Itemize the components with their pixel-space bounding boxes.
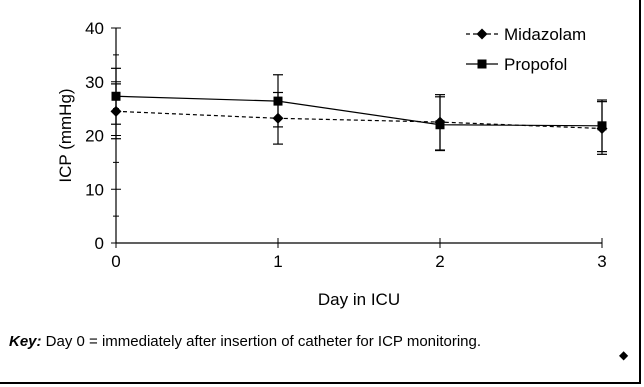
x-tick-label: 0 [111, 252, 120, 271]
legend-label-midazolam: Midazolam [504, 25, 586, 44]
x-axis-label: Day in ICU [318, 290, 400, 309]
data-point-propofol [435, 120, 445, 130]
x-tick-label: 3 [597, 252, 606, 271]
y-tick-label: 40 [85, 19, 104, 38]
legend-label-propofol: Propofol [504, 55, 567, 74]
legend-marker-propofol [477, 59, 487, 69]
data-point-propofol [111, 91, 121, 101]
y-tick-label: 0 [95, 234, 104, 253]
x-tick-label: 1 [273, 252, 282, 271]
data-point-propofol [597, 121, 607, 131]
y-tick-label: 10 [85, 180, 104, 199]
y-tick-label: 20 [85, 127, 104, 146]
series-line-propofol [115, 95, 603, 127]
y-axis-label: ICP (mmHg) [56, 88, 75, 182]
end-diamond-icon: ◆ [619, 348, 629, 362]
key-label: Key: [9, 333, 42, 350]
key-text: Day 0 = immediately after insertion of c… [41, 333, 482, 350]
legend-marker-midazolam [476, 28, 488, 40]
x-tick-label: 2 [435, 252, 444, 271]
data-point-propofol [273, 96, 283, 106]
line-chart: 0 10 20 30 40 0 1 2 3 Day in ICU ICP (mmHg) Midazol… [56, 19, 608, 309]
key-footnote: Key: Day 0 = immediately after insertion… [9, 331, 619, 352]
y-tick-label: 30 [85, 73, 104, 92]
